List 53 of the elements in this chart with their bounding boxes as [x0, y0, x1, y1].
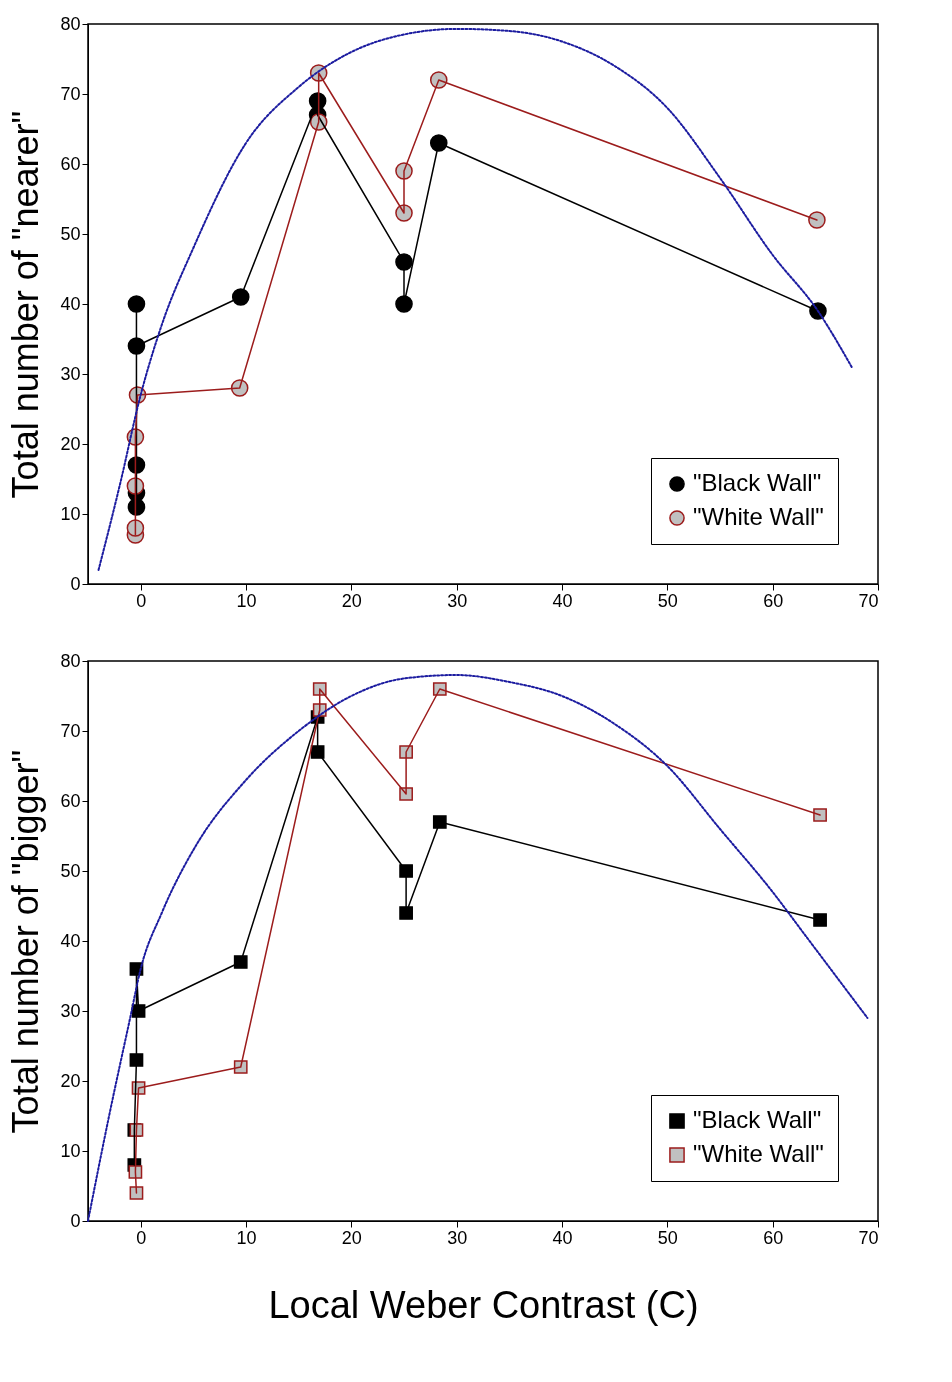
- y-tick-label: 40: [60, 930, 81, 951]
- y-tick-label: 80: [60, 13, 81, 34]
- y-tick-label: 60: [60, 153, 81, 174]
- x-tick-label: 40: [552, 590, 573, 611]
- y-tick-label: 30: [60, 1000, 81, 1021]
- y-tick-label: 20: [60, 433, 81, 454]
- point: [808, 211, 826, 229]
- x-tick-label: 0: [136, 590, 147, 611]
- x-tick-label: 30: [447, 1227, 468, 1248]
- x-tick-label: 50: [657, 590, 678, 611]
- x-tick-label: 70: [858, 590, 879, 611]
- x-tick-label: 60: [763, 590, 784, 611]
- y-tick-label: 70: [60, 83, 81, 104]
- y-tick-label: 20: [60, 1070, 81, 1091]
- y-tick-label: 10: [60, 1140, 81, 1161]
- x-tick-label: 30: [447, 590, 468, 611]
- point: [399, 906, 413, 920]
- x-tick-label: 10: [236, 1227, 257, 1248]
- legend-label: "White Wall": [693, 1140, 824, 1167]
- x-tick-label: 20: [341, 1227, 362, 1248]
- y-tick-label: 0: [70, 1210, 81, 1231]
- x-tick-label: 20: [341, 590, 362, 611]
- y-tick-label: 80: [60, 650, 81, 671]
- y-tick-label: 70: [60, 720, 81, 741]
- legend-label: "White Wall": [693, 503, 824, 530]
- x-tick-label: 50: [657, 1227, 678, 1248]
- point: [399, 864, 413, 878]
- y-tick-label: 60: [60, 790, 81, 811]
- legend-label: "Black Wall": [693, 469, 822, 496]
- y-axis-title: Total number of "nearer": [5, 110, 47, 499]
- point: [129, 1186, 144, 1200]
- x-tick-label: 60: [763, 1227, 784, 1248]
- point: [432, 815, 447, 829]
- x-tick-label: 70: [858, 1227, 879, 1248]
- y-tick-label: 0: [70, 573, 81, 594]
- y-tick-label: 50: [60, 223, 81, 244]
- legend-label: "Black Wall": [693, 1106, 822, 1133]
- line-series: [87, 674, 869, 1222]
- point: [126, 519, 145, 537]
- point: [233, 955, 248, 969]
- line-series: [97, 27, 853, 571]
- y-tick-label: 50: [60, 860, 81, 881]
- point: [813, 913, 827, 927]
- y-tick-label: 10: [60, 503, 81, 524]
- x-tick-label: 10: [236, 590, 257, 611]
- point: [813, 808, 827, 822]
- x-tick-label: 0: [136, 1227, 147, 1248]
- y-axis-title: Total number of "bigger": [5, 749, 47, 1134]
- y-tick-label: 40: [60, 293, 81, 314]
- x-tick-label: 40: [552, 1227, 573, 1248]
- y-tick-label: 30: [60, 363, 81, 384]
- point: [127, 295, 146, 313]
- x-axis-title: Local Weber Contrast (C): [268, 1283, 699, 1326]
